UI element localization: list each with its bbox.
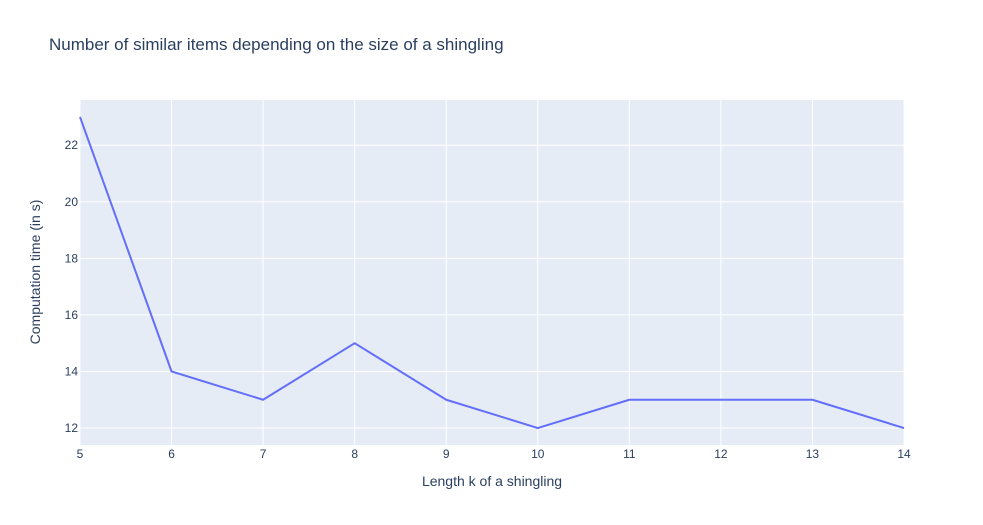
plot-area — [80, 100, 904, 445]
y-axis-title: Computation time (in s) — [27, 200, 43, 345]
data-point[interactable] — [440, 394, 452, 406]
x-tick-label: 13 — [806, 447, 820, 461]
data-point[interactable] — [806, 394, 818, 406]
data-point[interactable] — [74, 111, 86, 123]
x-axis-title: Length k of a shingling — [422, 473, 562, 489]
x-tick-label: 5 — [77, 447, 84, 461]
x-tick-label: 8 — [351, 447, 358, 461]
data-point[interactable] — [715, 394, 727, 406]
y-tick-label: 22 — [65, 138, 79, 152]
x-tick-labels: 5 6 7 8 9 10 11 12 13 14 — [77, 447, 911, 461]
x-tick-label: 9 — [443, 447, 450, 461]
x-tick-label: 10 — [531, 447, 545, 461]
y-tick-label: 12 — [65, 421, 79, 435]
chart-title: Number of similar items depending on the… — [49, 35, 504, 54]
data-point[interactable] — [898, 422, 910, 434]
x-tick-label: 14 — [897, 447, 911, 461]
y-tick-label: 14 — [65, 364, 79, 378]
y-tick-label: 20 — [65, 195, 79, 209]
data-point[interactable] — [623, 394, 635, 406]
x-tick-label: 7 — [260, 447, 267, 461]
series-line — [79, 116, 905, 430]
data-point[interactable] — [166, 365, 178, 377]
data-point[interactable] — [257, 394, 269, 406]
x-tick-label: 6 — [168, 447, 175, 461]
x-gridlines — [79, 100, 905, 445]
x-tick-label: 11 — [623, 447, 636, 461]
x-tick-label: 12 — [714, 447, 728, 461]
y-tick-labels: 12 14 16 18 20 22 — [65, 138, 79, 435]
data-point[interactable] — [532, 422, 544, 434]
y-tick-label: 18 — [65, 251, 79, 265]
y-gridlines — [80, 144, 904, 429]
y-tick-label: 16 — [65, 308, 79, 322]
series-layer — [74, 111, 910, 434]
data-point[interactable] — [349, 337, 361, 349]
